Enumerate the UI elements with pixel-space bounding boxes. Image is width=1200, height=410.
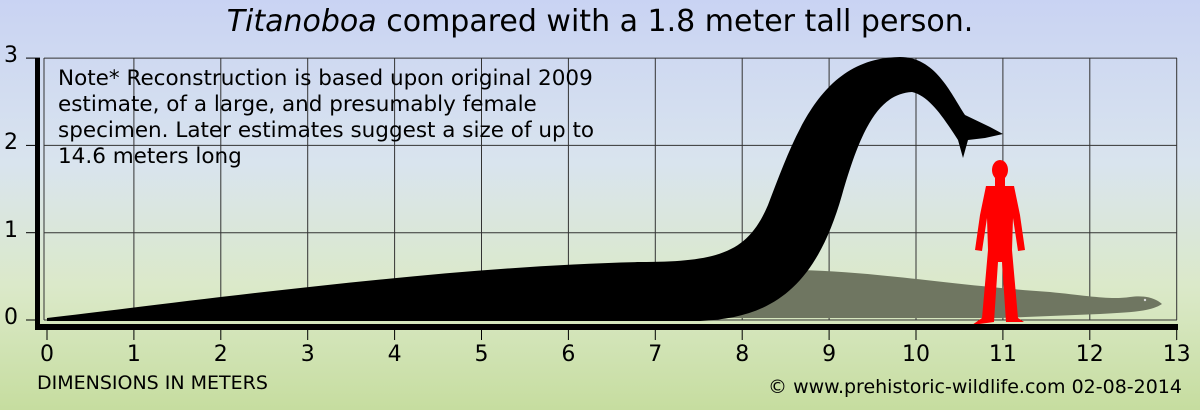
x-tick-label: 12 [1075, 342, 1104, 367]
y-tick-label: 2 [4, 130, 18, 156]
y-axis-bar [35, 58, 40, 328]
x-tick-label: 13 [1162, 342, 1191, 367]
credit-text: © www.prehistoric-wildlife.com 02-08-201… [768, 376, 1182, 398]
x-tick-label: 2 [213, 342, 228, 367]
note-line: Note* Reconstruction is based upon origi… [58, 66, 593, 91]
x-tick-label: 0 [40, 342, 54, 367]
title-genus: Titanoboa [226, 4, 377, 39]
x-axis-bar [35, 324, 1178, 330]
titanoboa-silhouette [47, 57, 1003, 321]
y-tick-label: 0 [4, 305, 18, 330]
page-title: Titanoboa compared with a 1.8 meter tall… [0, 4, 1200, 39]
y-tick-label: 1 [4, 217, 18, 243]
note-line: estimate, of a large, and presumably fem… [58, 92, 537, 117]
note-line: specimen. Later estimates suggest a size… [58, 118, 595, 143]
title-rest: compared with a 1.8 meter tall person. [376, 4, 974, 39]
snake-eye [1143, 298, 1147, 302]
x-tick-label: 11 [988, 342, 1017, 367]
x-tick-label: 1 [126, 342, 141, 367]
x-tick-label: 3 [300, 342, 315, 367]
y-tick-label: 3 [4, 43, 18, 69]
x-tick-label: 7 [648, 342, 663, 367]
x-tick-label: 10 [902, 342, 930, 367]
x-tick-label: 6 [561, 342, 576, 367]
x-tick-label: 5 [474, 342, 489, 367]
person-silhouette [972, 160, 1025, 325]
later-estimate-snake-silhouette [700, 270, 1162, 318]
x-tick-label: 4 [387, 342, 402, 367]
note-text: Note* Reconstruction is based upon origi… [58, 66, 818, 170]
x-tick-label: 8 [735, 342, 750, 367]
x-tick-label: 9 [822, 342, 837, 367]
x-axis-label: DIMENSIONS IN METERS [37, 372, 268, 394]
note-line: 14.6 meters long [58, 144, 242, 169]
